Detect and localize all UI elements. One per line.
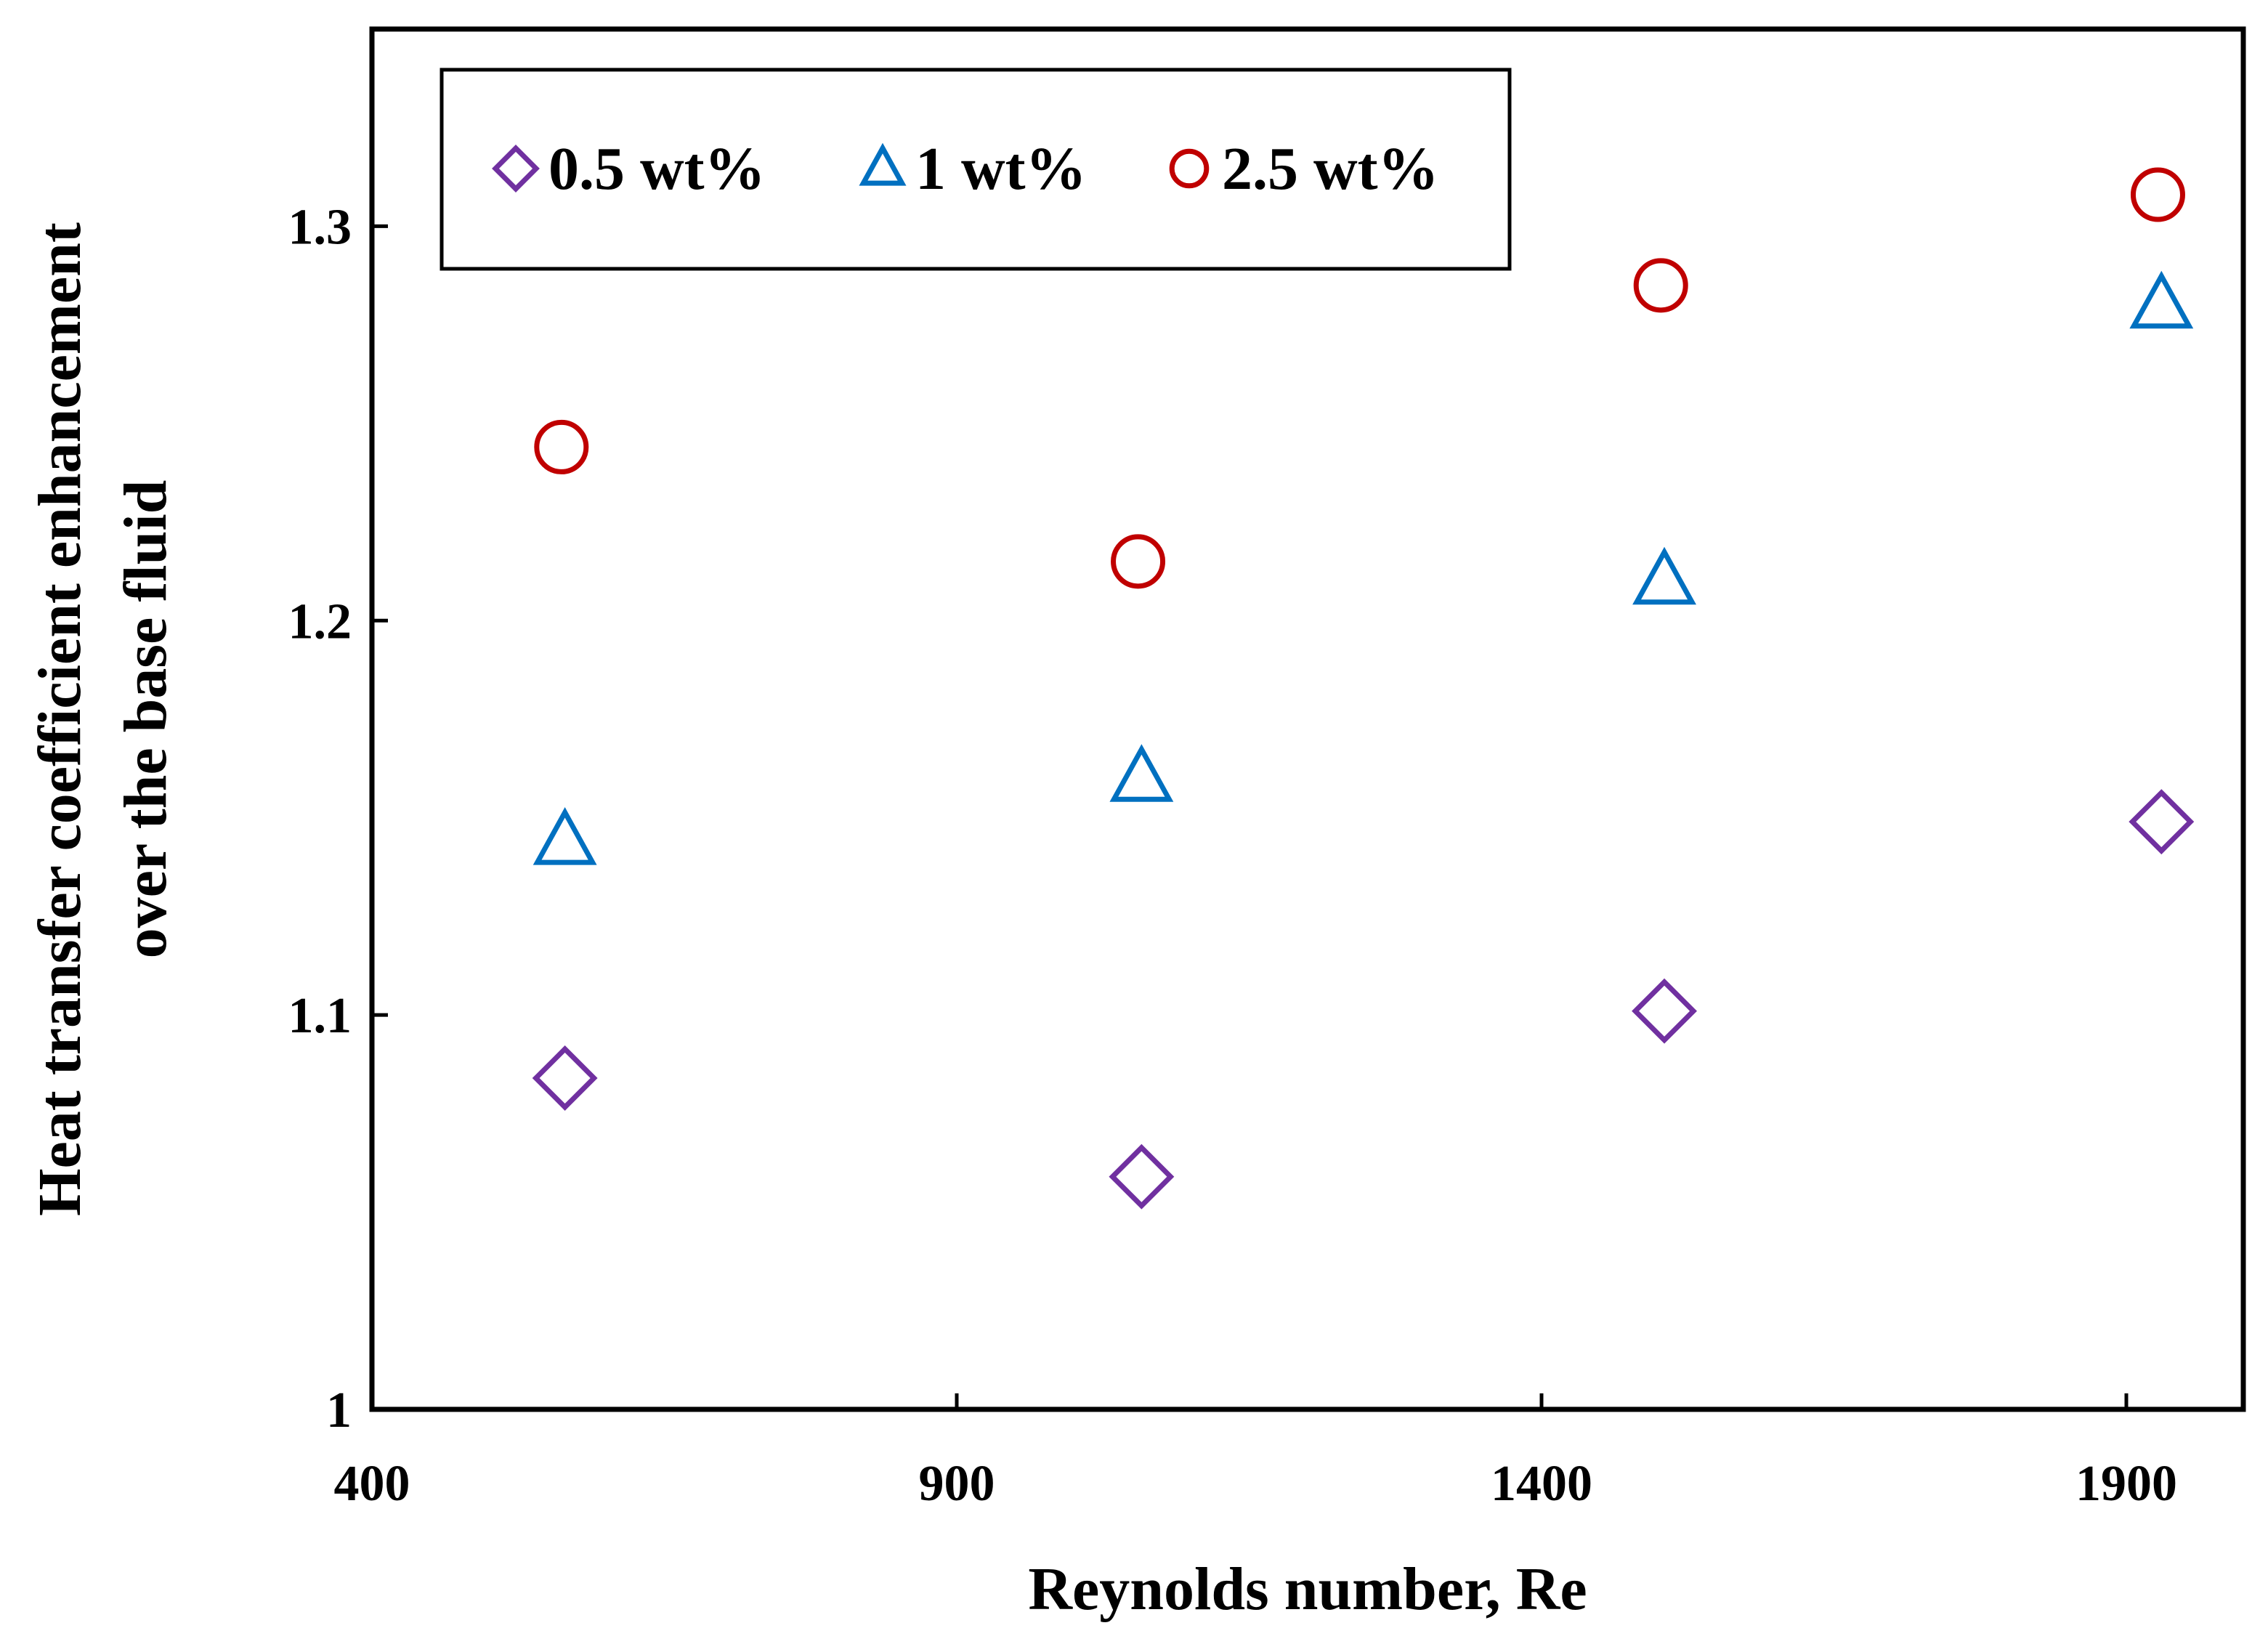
legend-label: 2.5 wt%: [1222, 135, 1439, 203]
y-axis-title-line-1: Heat transfer coefficient enhancement: [26, 222, 94, 1216]
y-tick-label: 1: [326, 1382, 352, 1438]
legend-item: 1 wt%: [859, 135, 1087, 203]
data-point-circle: [1633, 258, 1688, 313]
y-tick-label: 1.2: [288, 594, 352, 649]
data-point-triangle: [532, 807, 597, 865]
data-point-triangle: [1109, 744, 1174, 802]
legend-label: 0.5 wt%: [548, 135, 766, 203]
data-point-diamond: [2129, 789, 2195, 855]
y-axis-title-line-2: over the base fluid: [112, 480, 179, 959]
y-tick-label: 1.3: [288, 199, 352, 255]
legend-marker-diamond: [492, 145, 540, 193]
legend-marker-triangle: [859, 142, 907, 186]
data-point-circle: [534, 419, 589, 474]
x-tick-label: 1400: [1491, 1456, 1592, 1512]
data-point-circle: [2130, 167, 2185, 222]
data-point-diamond: [1109, 1143, 1175, 1210]
series-0: [532, 789, 2195, 1210]
x-tick-label: 1900: [2075, 1456, 2177, 1512]
legend-item: 2.5 wt%: [1169, 135, 1439, 203]
legend-item: 0.5 wt%: [492, 135, 766, 203]
legend-label: 1 wt%: [915, 135, 1087, 203]
data-points: [532, 167, 2195, 1210]
data-point-triangle: [1632, 546, 1696, 605]
x-axis-title: Reynolds number, Re: [1028, 1555, 1587, 1623]
legend: 0.5 wt% 1 wt% 2.5 wt%: [440, 68, 1512, 271]
x-axis: 400 900 1400 1900: [334, 1393, 2177, 1512]
data-point-circle: [1111, 534, 1166, 589]
legend-marker-circle: [1169, 148, 1210, 189]
y-tick-label: 1.1: [288, 988, 352, 1044]
x-tick-label: 900: [919, 1456, 995, 1512]
y-axis: 1 1.1 1.2 1.3: [288, 199, 388, 1438]
data-point-triangle: [2129, 270, 2194, 329]
data-point-diamond: [1632, 978, 1697, 1044]
data-point-diamond: [532, 1045, 598, 1111]
y-axis-title: Heat transfer coefficient enhancement ov…: [26, 222, 179, 1216]
series-2: [534, 167, 2185, 589]
series-1: [532, 270, 2194, 865]
x-tick-label: 400: [334, 1456, 410, 1512]
legend-box: [440, 68, 1512, 271]
